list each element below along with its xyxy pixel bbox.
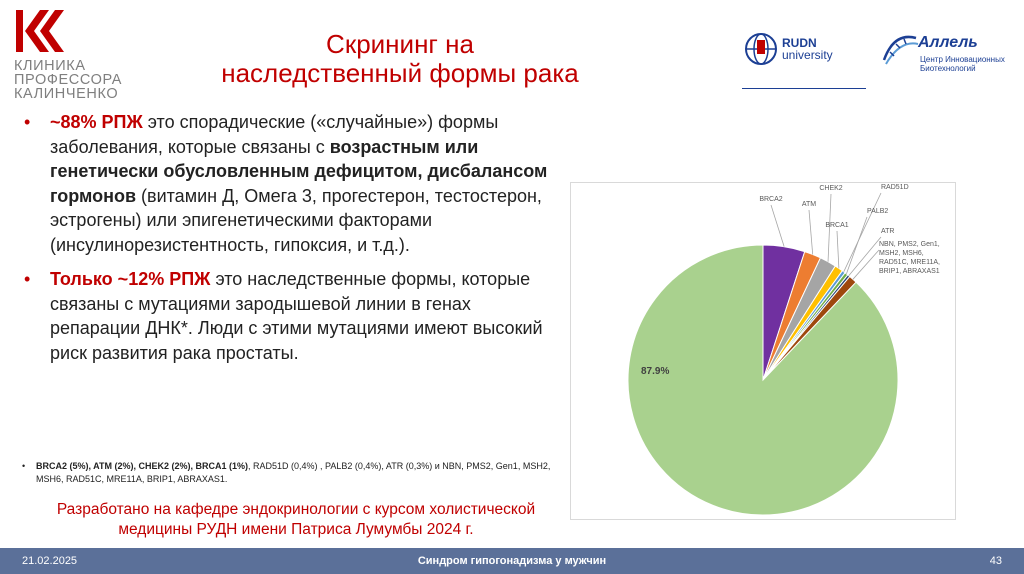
bullet-highlight: Только ~12% РПЖ — [50, 269, 211, 289]
pie-leader-line — [808, 209, 814, 255]
pie-chart-panel: BRCA2 ATM CHEK2 BRCA1 RAD51D PALB2 ATR NBN, PMS… — [570, 182, 956, 520]
footer-title: Синдром гипогонадизма у мужчин — [417, 555, 607, 567]
footnote-bold: BRCA2 (5%), ATM (2%), CHEK2 (2%), BRCA1 … — [36, 461, 249, 471]
footnote: • BRCA2 (5%), ATM (2%), CHEK2 (2%), BRCA… — [22, 460, 556, 486]
bullet-item: • ~88% РПЖ это спорадические («случайные… — [22, 110, 562, 257]
pie-leader-line — [836, 230, 840, 269]
slide-title-line1: Скрининг на — [326, 29, 474, 59]
pie-chart: BRCA2 ATM CHEK2 BRCA1 RAD51D PALB2 ATR NBN, PMS… — [627, 184, 940, 516]
pie-leader-line — [827, 193, 832, 262]
credit-line2: медицины РУДН имени Патриса Лумумбы 2024… — [118, 521, 474, 538]
allel-dna-icon — [882, 35, 919, 65]
pie-leader-line — [852, 249, 880, 280]
pie-leader-line — [843, 192, 882, 272]
pie-slice-label: CHEK2 — [819, 185, 842, 192]
footer-date: 21.02.2025 — [22, 555, 78, 567]
bullet-text: (витамин Д, Омега 3, прогестерон, тестос… — [50, 185, 542, 255]
bullet-highlight: ~88% РПЖ — [50, 112, 143, 132]
pie-slice-label: BRCA2 — [759, 196, 782, 203]
clinic-logo-icon — [16, 10, 64, 52]
bullet-bold-text: возрастным или генетически обусловленным… — [50, 136, 548, 206]
allel-sub-line1: Центр Инновационных — [920, 55, 1005, 64]
pie-leader-line — [848, 236, 882, 276]
logo-line: КАЛИНЧЕНКО — [14, 86, 119, 102]
bullet-icon: • — [24, 269, 31, 289]
pie-slice-label: PALB2 — [867, 208, 888, 215]
bullet-item: • Только ~12% РПЖ это наследственные фор… — [22, 267, 562, 365]
allel-logo: Аллель Центр Инновационных Биотехнологий — [880, 28, 1020, 88]
logo-line: ПРОФЕССОРА — [14, 72, 123, 88]
rudn-underline — [742, 88, 866, 89]
clinic-logo: КЛИНИКА ПРОФЕССОРА КАЛИНЧЕНКО — [14, 8, 144, 101]
bullet-icon: • — [24, 112, 31, 132]
pie-leader-line — [770, 204, 785, 247]
pie-slice-label: ATM — [802, 201, 816, 208]
slide-title: Скрининг на наследственный формы рака — [150, 30, 650, 88]
pie-leader-line — [846, 216, 868, 274]
pie-slice-label: NBN, PMS2, Gen1, MSH2, MSH6, RAD51C, MRE11… — [879, 241, 940, 275]
footer-page-number: 43 — [989, 555, 1002, 567]
logo-line: КЛИНИКА — [14, 58, 86, 74]
pie-slice-label: RAD51D — [881, 184, 909, 191]
pie-slice-label: ATR — [881, 228, 894, 235]
allel-title: Аллель — [918, 34, 978, 51]
rudn-emblem-icon — [745, 33, 777, 65]
pie-main-value-label: 87.9% — [641, 366, 669, 377]
pie-slice-label: BRCA1 — [825, 222, 848, 229]
credit-line1: Разработано на кафедре эндокринологии с … — [56, 501, 536, 518]
allel-subtitle: Центр Инновационных Биотехнологий — [920, 55, 1005, 73]
bullet-icon: • — [22, 461, 26, 471]
rudn-logo: RUDN university — [742, 30, 866, 90]
rudn-line1: RUDN — [782, 36, 817, 50]
pie-slice — [627, 244, 899, 516]
rudn-line2: university — [782, 48, 833, 62]
bullet-text: это спорадические («случайные») формы за… — [50, 112, 499, 157]
clinic-logo-text: КЛИНИКА ПРОФЕССОРА КАЛИНЧЕНКО — [14, 58, 144, 102]
bullet-list: • ~88% РПЖ это спорадические («случайные… — [22, 110, 562, 375]
bullet-text: это наследственные формы, которые связан… — [50, 269, 543, 363]
credit-text: Разработано на кафедре эндокринологии с … — [22, 500, 570, 540]
footnote-text: , RAD51D (0,4%) , PALB2 (0,4%), ATR (0,3… — [36, 461, 551, 484]
rudn-logo-text: RUDN university — [782, 37, 833, 61]
footer-bar: 21.02.2025 Синдром гипогонадизма у мужчи… — [0, 548, 1024, 574]
allel-sub-line2: Биотехнологий — [920, 64, 976, 73]
slide-title-line2: наследственный формы рака — [221, 58, 579, 88]
